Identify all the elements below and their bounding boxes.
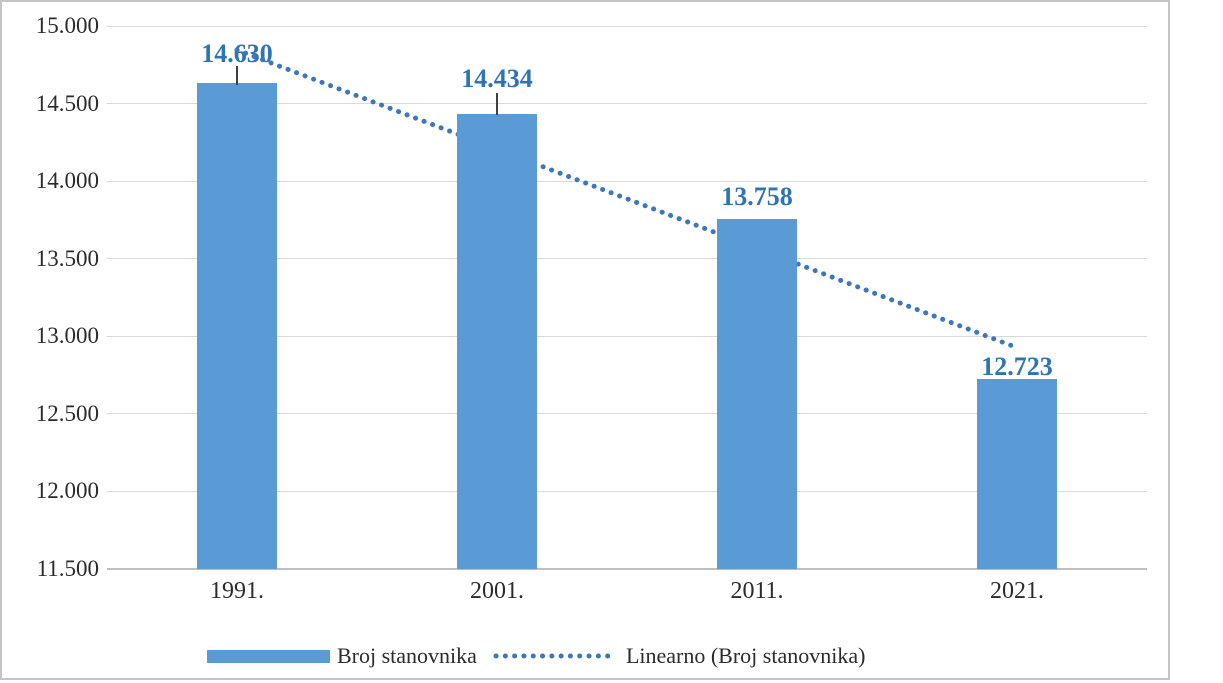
legend-bar-swatch [207, 649, 330, 663]
y-axis-tick-label: 14.500 [35, 90, 99, 116]
gridline [107, 25, 1147, 27]
x-axis-tick-label: 2021. [990, 578, 1044, 604]
x-axis-tick-label: 2011. [730, 578, 784, 604]
y-axis-tick-label: 12.500 [35, 400, 99, 426]
x-axis-tick-label: 2001. [470, 578, 524, 604]
y-axis-tick-label: 12.000 [35, 478, 99, 504]
x-axis-tick-label: 1991. [210, 578, 264, 604]
bar-1991 [197, 83, 277, 569]
y-axis-tick-label: 11.500 [36, 556, 99, 581]
bar-2001 [457, 113, 537, 569]
legend-bar-label: Broj stanovnika [337, 643, 477, 668]
y-axis-tick-label: 15.000 [35, 13, 99, 38]
y-axis-tick-label: 13.000 [35, 323, 99, 349]
x-axis-line [107, 568, 1147, 570]
bar-data-label: 14.630 [201, 39, 273, 68]
bar-2011 [717, 218, 797, 569]
y-axis-tick-label: 14.000 [35, 168, 99, 194]
chart-legend: Broj stanovnika Linearno (Broj stanovnik… [207, 641, 865, 671]
bar-data-label: 14.434 [461, 64, 533, 93]
label-leader-line [236, 66, 238, 85]
gridline [107, 413, 1147, 415]
legend-trendline-swatch [493, 653, 616, 659]
bar-2021 [977, 379, 1057, 569]
y-axis-tick-label: 13.500 [35, 245, 99, 271]
gridline [107, 490, 1147, 492]
bar-data-label: 13.758 [721, 182, 793, 211]
legend-trend-label: Linearno (Broj stanovnika) [625, 643, 866, 668]
label-leader-line [496, 93, 498, 115]
bar-data-label: 12.723 [981, 352, 1053, 381]
